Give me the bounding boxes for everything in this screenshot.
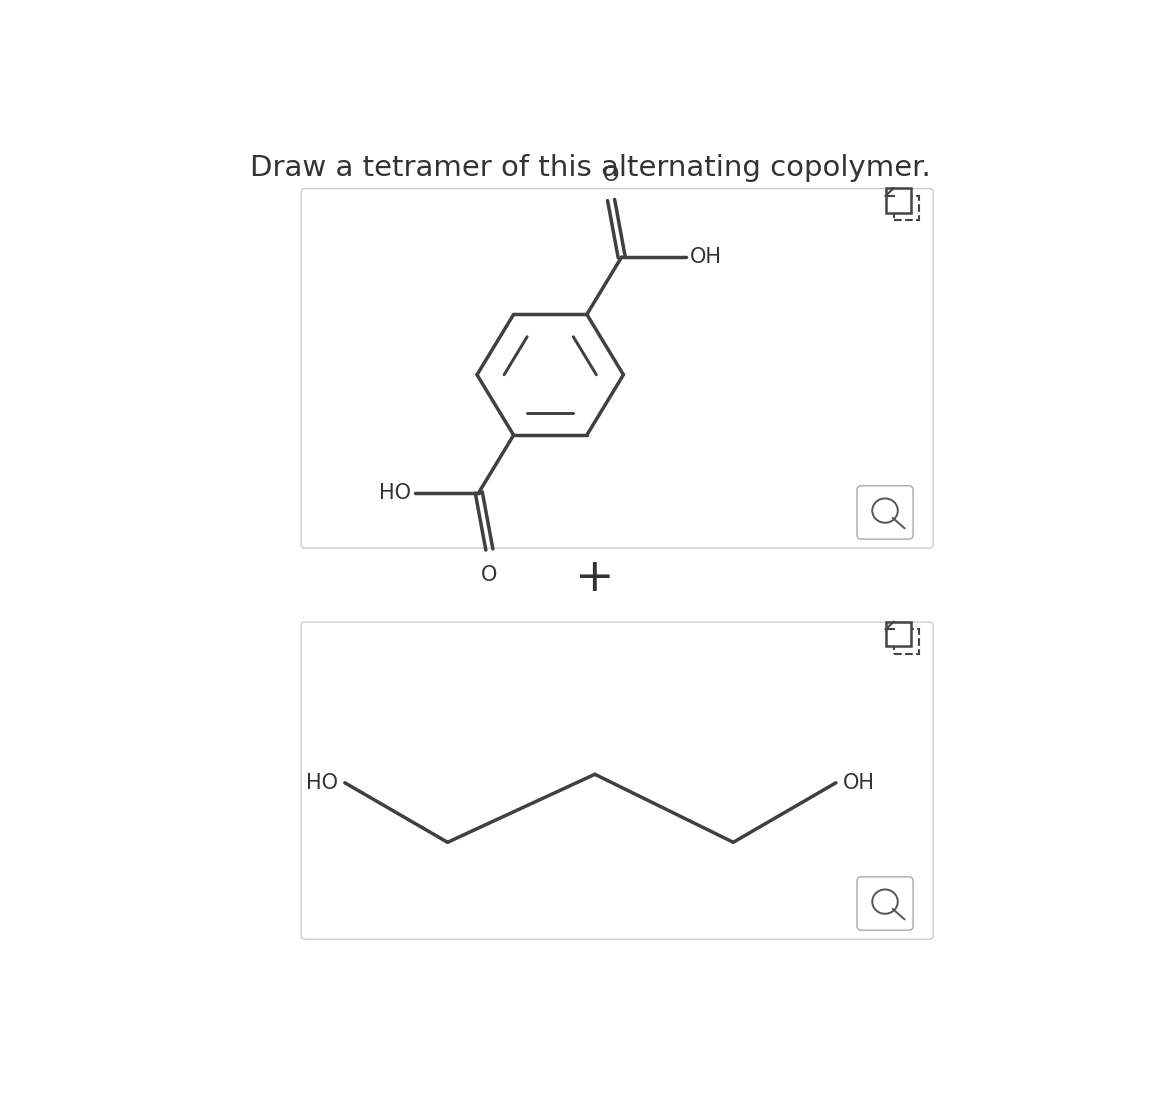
FancyBboxPatch shape (301, 189, 933, 549)
Text: Draw a tetramer of this alternating copolymer.: Draw a tetramer of this alternating copo… (250, 153, 931, 182)
Text: O: O (482, 565, 498, 585)
Text: HO: HO (379, 482, 411, 502)
Text: OH: OH (690, 247, 721, 267)
Text: OH: OH (843, 773, 876, 793)
Polygon shape (886, 189, 911, 213)
FancyBboxPatch shape (857, 486, 914, 539)
FancyBboxPatch shape (857, 877, 914, 931)
FancyBboxPatch shape (301, 623, 933, 940)
Text: O: O (602, 164, 620, 184)
Text: HO: HO (305, 773, 338, 793)
Text: +: + (575, 556, 615, 602)
Polygon shape (886, 622, 911, 646)
